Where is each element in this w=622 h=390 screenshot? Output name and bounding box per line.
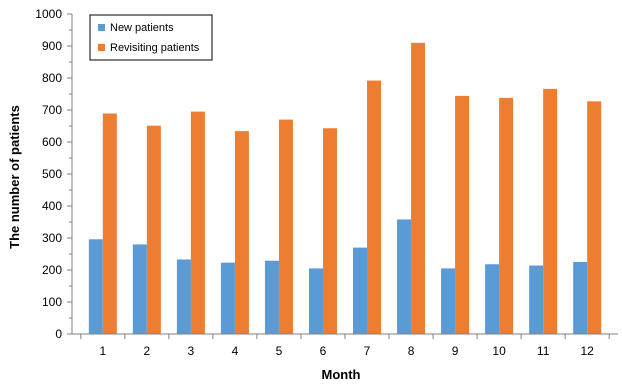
y-tick-label: 800 (42, 71, 62, 85)
bar-new-patients (132, 244, 147, 334)
legend-label-revisiting-patients: Revisiting patients (110, 42, 200, 54)
y-tick-label: 300 (42, 231, 62, 245)
x-tick-label: 8 (408, 344, 415, 358)
legend: New patients Revisiting patients (89, 14, 213, 61)
legend-box (89, 14, 213, 61)
x-tick-label: 2 (144, 344, 151, 358)
x-tick-label: 7 (364, 344, 371, 358)
bar-revisiting-patients (499, 97, 514, 334)
y-tick-label: 900 (42, 39, 62, 53)
bar-new-patients (573, 262, 588, 334)
bar-revisiting-patients (102, 113, 117, 335)
bar-revisiting-patients (278, 119, 293, 334)
y-tick-label: 700 (42, 103, 62, 117)
bar-new-patients (220, 262, 235, 334)
bar-new-patients (264, 260, 279, 334)
x-tick-label: 3 (188, 344, 195, 358)
bar-revisiting-patients (234, 131, 249, 334)
x-tick-label: 1 (99, 344, 106, 358)
x-tick-label: 12 (581, 344, 595, 358)
bars (88, 42, 602, 335)
x-tick-label: 6 (320, 344, 327, 358)
x-tick-label: 9 (452, 344, 459, 358)
bar-revisiting-patients (322, 128, 337, 334)
bar-revisiting-patients (455, 95, 470, 334)
x-tick-label: 5 (276, 344, 283, 358)
bar-new-patients (485, 264, 500, 334)
x-axis-ticks: 1 2 3 4 5 6 7 8 9 10 11 12 (80, 334, 610, 358)
x-tick-label: 11 (537, 344, 550, 358)
bar-new-patients (176, 259, 191, 334)
bar-new-patients (441, 268, 456, 334)
bar-revisiting-patients (587, 101, 602, 334)
x-axis-title: Month (322, 367, 361, 382)
y-tick-label: 0 (55, 327, 62, 341)
bar-new-patients (308, 268, 323, 334)
bar-revisiting-patients (367, 80, 382, 334)
y-tick-label: 100 (42, 295, 62, 309)
y-tick-label: 200 (42, 263, 62, 277)
legend-label-new-patients: New patients (110, 22, 174, 34)
bar-new-patients (88, 239, 103, 334)
y-tick-label: 500 (42, 167, 62, 181)
y-axis-title: The number of patients (7, 105, 22, 249)
legend-swatch-new-patients (98, 24, 105, 31)
bar-new-patients (353, 247, 368, 334)
y-tick-label: 400 (42, 199, 62, 213)
x-tick-label: 10 (492, 344, 506, 358)
y-tick-label: 600 (42, 135, 62, 149)
bar-revisiting-patients (411, 42, 426, 335)
bar-revisiting-patients (190, 111, 205, 334)
bar-revisiting-patients (146, 125, 161, 335)
bar-revisiting-patients (543, 88, 558, 334)
legend-swatch-revisiting-patients (98, 44, 105, 51)
y-tick-label: 1000 (35, 7, 62, 21)
y-axis-title-group: The number of patients (7, 105, 22, 249)
y-axis-ticks: 0 100 200 300 400 500 600 700 800 900 1000 (35, 7, 72, 341)
x-tick-label: 4 (232, 344, 239, 358)
bar-new-patients (397, 219, 412, 334)
bar-new-patients (529, 265, 544, 334)
